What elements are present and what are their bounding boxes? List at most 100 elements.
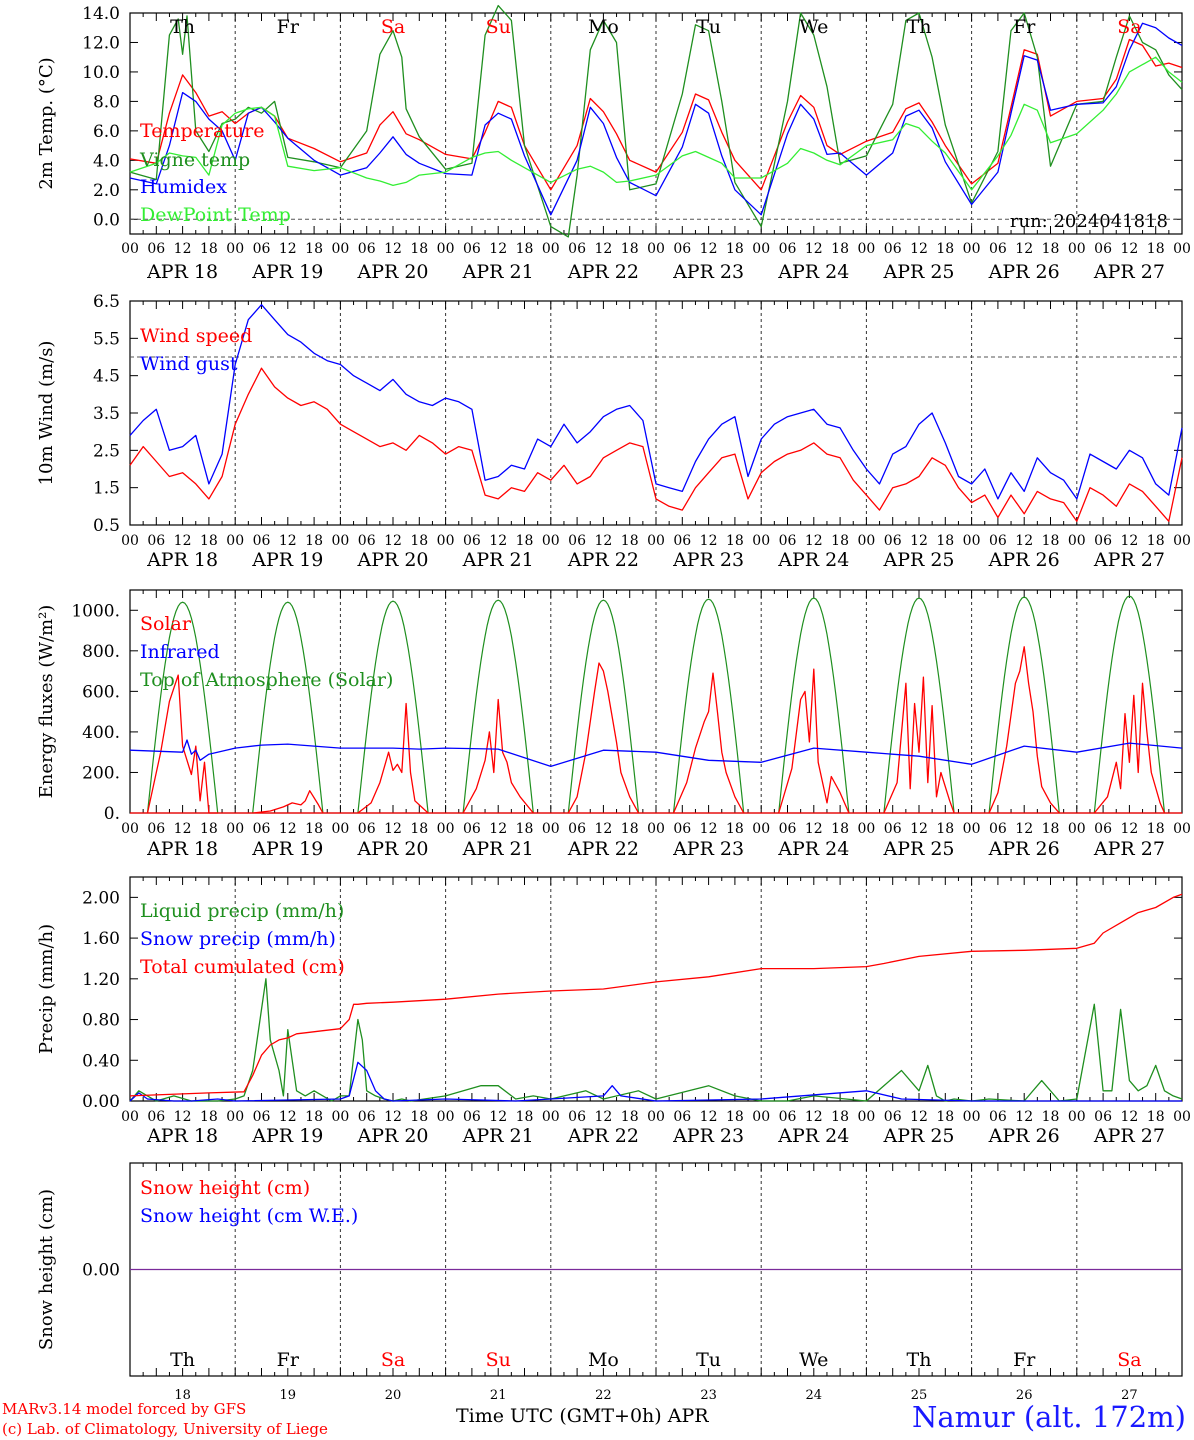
hour-tick-label: 06 bbox=[1094, 821, 1112, 837]
hour-tick-label: 12 bbox=[174, 1109, 192, 1125]
date-label: APR 24 bbox=[777, 261, 849, 283]
hour-tick-label: 00 bbox=[1173, 1109, 1191, 1125]
series-liquid-precip-mm-h- bbox=[129, 978, 1183, 1102]
hour-tick-label: 18 bbox=[1042, 241, 1060, 257]
date-label: APR 21 bbox=[462, 1125, 534, 1147]
hour-tick-label: 06 bbox=[1094, 1109, 1112, 1125]
solar-curve bbox=[252, 790, 324, 814]
hour-tick-label: 12 bbox=[700, 1109, 718, 1125]
hour-tick-label: 00 bbox=[857, 1109, 875, 1125]
date-label: APR 19 bbox=[251, 549, 323, 571]
y-tick-label: 2.5 bbox=[93, 441, 120, 461]
hour-tick-label: 00 bbox=[752, 1109, 770, 1125]
toa-solar-curve bbox=[252, 601, 324, 814]
hour-tick-label: 12 bbox=[1015, 821, 1033, 837]
hour-tick-label: 18 bbox=[305, 821, 323, 837]
hour-tick-label: 12 bbox=[805, 1109, 823, 1125]
hour-tick-label: 18 bbox=[831, 241, 849, 257]
hour-tick-label: 18 bbox=[410, 533, 428, 549]
date-label: APR 25 bbox=[882, 838, 954, 860]
hour-tick-label: 00 bbox=[647, 241, 665, 257]
hour-tick-label: 06 bbox=[673, 821, 691, 837]
day-number-label: 27 bbox=[1121, 1388, 1138, 1403]
y-tick-label: 12.0 bbox=[82, 33, 120, 53]
y-tick-label: 6.0 bbox=[93, 122, 120, 142]
legend-entry: Snow height (cm) bbox=[140, 1177, 310, 1199]
hour-tick-label: 06 bbox=[358, 1109, 376, 1125]
hour-tick-label: 06 bbox=[253, 241, 271, 257]
date-label: APR 23 bbox=[672, 549, 744, 571]
date-label: APR 22 bbox=[567, 261, 639, 283]
weekday-label-top: Th bbox=[170, 16, 195, 38]
hour-tick-label: 00 bbox=[647, 1109, 665, 1125]
hour-tick-label: 12 bbox=[805, 821, 823, 837]
date-label: APR 19 bbox=[251, 1125, 323, 1147]
hour-tick-label: 00 bbox=[437, 821, 455, 837]
hour-tick-label: 18 bbox=[516, 1109, 534, 1125]
hour-tick-label: 00 bbox=[647, 821, 665, 837]
date-label: APR 27 bbox=[1093, 1125, 1165, 1147]
hour-tick-label: 00 bbox=[226, 821, 244, 837]
day-number-label: 21 bbox=[490, 1388, 507, 1403]
hour-tick-label: 06 bbox=[568, 241, 586, 257]
hour-tick-label: 12 bbox=[700, 241, 718, 257]
y-tick-label: 0.00 bbox=[82, 1261, 120, 1281]
date-label: APR 24 bbox=[777, 838, 849, 860]
date-label: APR 26 bbox=[988, 261, 1060, 283]
hour-tick-label: 06 bbox=[463, 821, 481, 837]
legend-entry: Wind speed bbox=[140, 325, 252, 347]
hour-tick-label: 18 bbox=[410, 241, 428, 257]
weekday-label-bottom: Fr bbox=[277, 1349, 300, 1371]
time-axis-title: Time UTC (GMT+0h) bbox=[456, 1405, 662, 1427]
hour-tick-label: 06 bbox=[884, 821, 902, 837]
hour-tick-label: 18 bbox=[305, 241, 323, 257]
legend-entry: Liquid precip (mm/h) bbox=[140, 900, 344, 922]
legend-entry: Snow precip (mm/h) bbox=[140, 928, 336, 950]
y-tick-label: 0.0 bbox=[93, 210, 120, 230]
y-axis-label: Snow height (cm) bbox=[36, 1189, 57, 1350]
hour-tick-label: 18 bbox=[831, 533, 849, 549]
series-temperature bbox=[129, 38, 1183, 191]
weekday-label-bottom: Th bbox=[170, 1349, 195, 1371]
y-tick-label: 200. bbox=[82, 763, 120, 783]
weekday-label-top: Tu bbox=[696, 16, 721, 38]
hour-tick-label: 12 bbox=[594, 533, 612, 549]
weekday-label-top: Su bbox=[486, 16, 511, 38]
hour-tick-label: 12 bbox=[1120, 821, 1138, 837]
legend-entry: Humidex bbox=[140, 176, 227, 198]
toa-solar-curve bbox=[567, 599, 640, 814]
hour-tick-label: 00 bbox=[1173, 533, 1191, 549]
hour-tick-label: 18 bbox=[305, 533, 323, 549]
solar-curve bbox=[988, 646, 1060, 814]
weekday-label-top: Fr bbox=[1013, 16, 1036, 38]
series-total-cumulated-cm- bbox=[129, 893, 1183, 1097]
y-axis-label: 2m Temp. (°C) bbox=[36, 57, 57, 189]
hour-tick-label: 06 bbox=[358, 533, 376, 549]
hour-tick-label: 06 bbox=[463, 1109, 481, 1125]
hour-tick-label: 12 bbox=[910, 533, 928, 549]
date-label: APR 18 bbox=[146, 261, 218, 283]
legend-entry: DewPoint Temp bbox=[140, 204, 291, 226]
hour-tick-label: 12 bbox=[279, 533, 297, 549]
day-number-label: 22 bbox=[595, 1388, 612, 1403]
date-label: APR 27 bbox=[1093, 549, 1165, 571]
weekday-label-top: Sa bbox=[1117, 16, 1141, 38]
y-tick-label: 2.00 bbox=[82, 888, 120, 908]
hour-tick-label: 18 bbox=[516, 241, 534, 257]
toa-solar-curve bbox=[357, 600, 429, 814]
y-tick-label: 1.20 bbox=[82, 970, 120, 990]
hour-tick-label: 12 bbox=[1015, 533, 1033, 549]
hour-tick-label: 18 bbox=[936, 241, 954, 257]
y-tick-label: 3.5 bbox=[93, 404, 120, 424]
hour-tick-label: 00 bbox=[542, 821, 560, 837]
hour-tick-label: 06 bbox=[568, 821, 586, 837]
hour-tick-label: 06 bbox=[147, 821, 165, 837]
hour-tick-label: 18 bbox=[726, 1109, 744, 1125]
hour-tick-label: 06 bbox=[673, 533, 691, 549]
y-tick-label: 400. bbox=[82, 723, 120, 743]
hour-tick-label: 18 bbox=[621, 533, 639, 549]
weekday-label-bottom: Su bbox=[486, 1349, 511, 1371]
y-tick-label: 14.0 bbox=[82, 4, 120, 24]
date-label: APR 21 bbox=[462, 838, 534, 860]
